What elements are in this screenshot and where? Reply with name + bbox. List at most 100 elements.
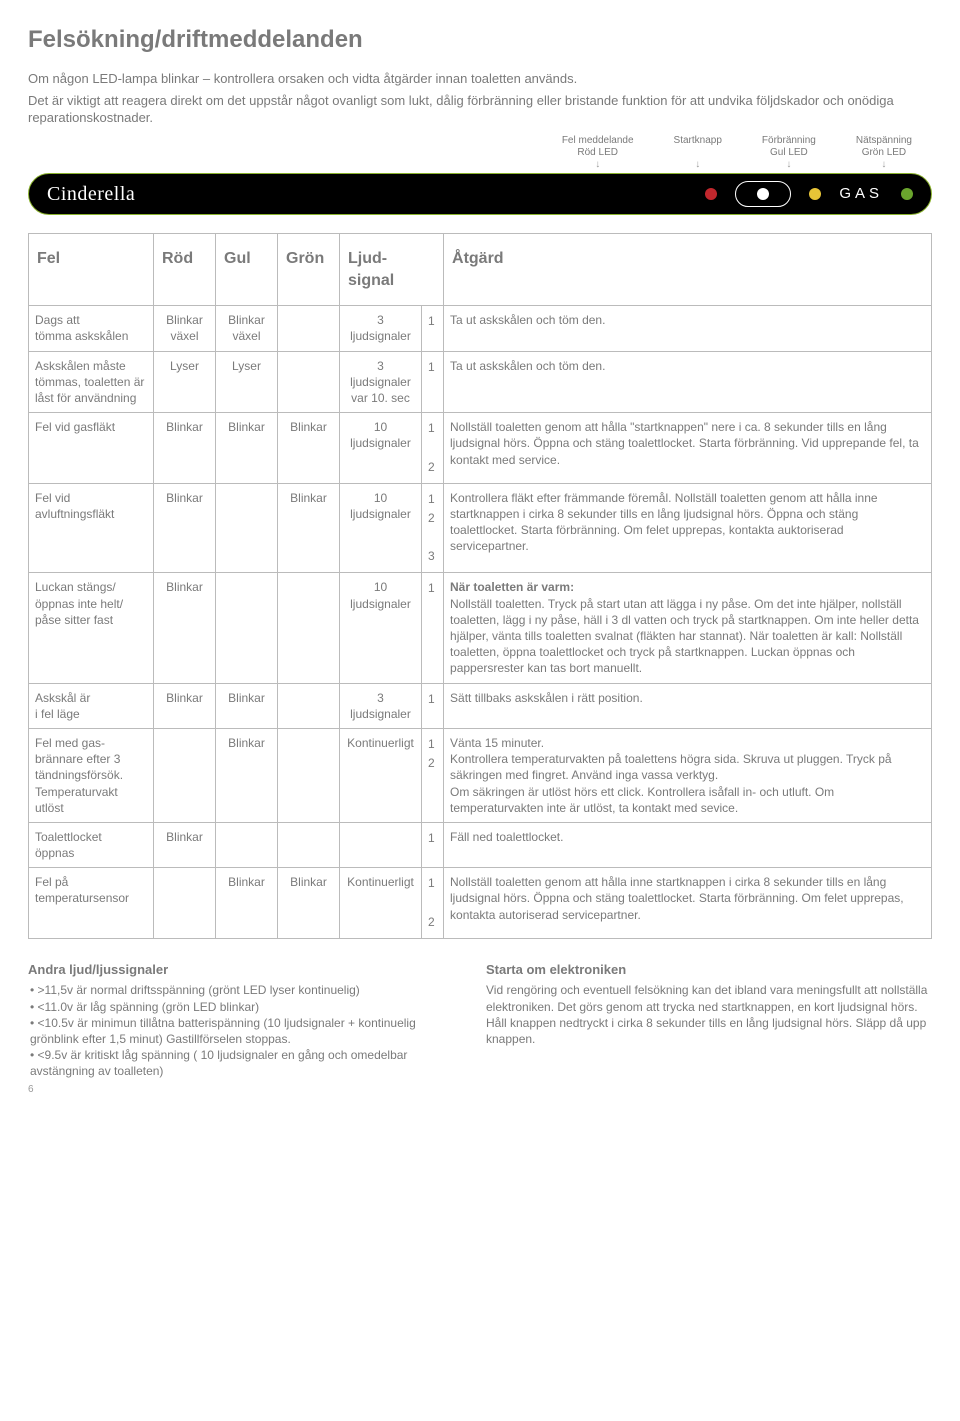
cell-signal: Kontinuerligt: [340, 728, 422, 822]
th-fel: Fel: [29, 234, 154, 306]
bullet-4: • <9.5v är kritiskt låg spänning ( 10 lj…: [28, 1047, 458, 1079]
cell-fel: Dags att tömma askskålen: [29, 306, 154, 351]
cell-step-numbers: 1 2: [422, 868, 444, 939]
cell-gron: [278, 683, 340, 728]
diagnostic-table: Fel Röd Gul Grön Ljud- signal Åtgärd Dag…: [28, 233, 932, 939]
table-row: Fel på temperatursensorBlinkarBlinkarKon…: [29, 868, 932, 939]
th-rod: Röd: [154, 234, 216, 306]
cell-action: Sätt tillbaks askskålen i rätt position.: [444, 683, 932, 728]
bullet-3: • <10.5v är minimun tillåtna batterispän…: [28, 1015, 458, 1047]
page-title: Felsökning/driftmeddelanden: [28, 24, 932, 56]
cell-action: Nollställ toaletten genom att hålla "sta…: [444, 413, 932, 484]
table-row: Dags att tömma askskålenBlinkar växelBli…: [29, 306, 932, 351]
cell-gul: Blinkar: [216, 868, 278, 939]
cell-step-numbers: 1: [422, 306, 444, 351]
cell-gron: [278, 822, 340, 867]
cell-rod: Blinkar: [154, 573, 216, 683]
cell-rod: Blinkar: [154, 413, 216, 484]
legend-grn-2: Grön LED: [862, 147, 906, 158]
restart-body: Vid rengöring och eventuell felsökning k…: [486, 982, 932, 1047]
cell-gron: [278, 728, 340, 822]
table-row: Askskålen måste tömmas, toaletten är lås…: [29, 351, 932, 413]
cell-action: Vänta 15 minuter. Kontrollera temperatur…: [444, 728, 932, 822]
cell-rod: Lyser: [154, 351, 216, 413]
cell-rod: Blinkar: [154, 683, 216, 728]
th-atgard: Åtgärd: [444, 234, 932, 306]
cell-gul: Blinkar: [216, 413, 278, 484]
other-signals-title: Andra ljud/ljussignaler: [28, 961, 458, 979]
cell-fel: Fel på temperatursensor: [29, 868, 154, 939]
cell-rod: Blinkar: [154, 483, 216, 573]
intro-paragraph-1: Om någon LED-lampa blinkar – kontrollera…: [28, 70, 908, 88]
cell-gron: [278, 351, 340, 413]
cell-gul: Blinkar: [216, 683, 278, 728]
bullet-1: • >11,5v är normal driftsspänning (grönt…: [28, 982, 458, 998]
cell-signal: 10 ljudsignaler: [340, 573, 422, 683]
cell-action: Fäll ned toalettlocket.: [444, 822, 932, 867]
cell-gron: Blinkar: [278, 868, 340, 939]
cell-rod: Blinkar växel: [154, 306, 216, 351]
cell-action: Ta ut askskålen och töm den.: [444, 351, 932, 413]
cell-gul: Lyser: [216, 351, 278, 413]
cell-step-numbers: 1: [422, 573, 444, 683]
cell-signal: 10 ljudsignaler: [340, 483, 422, 573]
cell-gron: Blinkar: [278, 483, 340, 573]
bullet-2: • <11.0v är låg spänning (grön LED blink…: [28, 999, 458, 1015]
cell-gron: [278, 306, 340, 351]
table-row: Toalettlocket öppnasBlinkar1Fäll ned toa…: [29, 822, 932, 867]
cell-step-numbers: 1 2 3: [422, 483, 444, 573]
legend-red-2: Röd LED: [577, 147, 618, 158]
cell-gul: [216, 573, 278, 683]
cell-fel: Fel vid gasfläkt: [29, 413, 154, 484]
cell-gul: Blinkar växel: [216, 306, 278, 351]
bottom-section: Andra ljud/ljussignaler • >11,5v är norm…: [28, 961, 932, 1096]
cell-fel: Askskålen måste tömmas, toaletten är lås…: [29, 351, 154, 413]
cell-action: Nollställ toaletten genom att hålla inne…: [444, 868, 932, 939]
cell-signal: 3 ljudsignaler: [340, 683, 422, 728]
cell-fel: Toalettlocket öppnas: [29, 822, 154, 867]
table-row: Askskål är i fel lägeBlinkarBlinkar3 lju…: [29, 683, 932, 728]
cell-step-numbers: 1 2: [422, 413, 444, 484]
cell-action: Kontrollera fläkt efter främmande föremå…: [444, 483, 932, 573]
start-button-icon: [735, 181, 791, 207]
cell-rod: [154, 868, 216, 939]
legend-start: Startknapp: [674, 135, 722, 146]
page-number: 6: [28, 1084, 34, 1095]
led-yellow-icon: [809, 188, 821, 200]
cell-step-numbers: 1 2: [422, 728, 444, 822]
legend-yel-1: Förbränning: [762, 135, 816, 146]
cell-action: När toaletten är varm:Nollställ toalette…: [444, 573, 932, 683]
led-green-icon: [901, 188, 913, 200]
cell-fel: Fel vid avluftningsfläkt: [29, 483, 154, 573]
cell-step-numbers: 1: [422, 683, 444, 728]
table-row: Fel vid gasfläktBlinkarBlinkarBlinkar10 …: [29, 413, 932, 484]
cell-signal: 3 ljudsignaler var 10. sec: [340, 351, 422, 413]
th-signal: Ljud- signal: [340, 234, 444, 306]
cell-signal: [340, 822, 422, 867]
cell-signal: 10 ljudsignaler: [340, 413, 422, 484]
cell-rod: Blinkar: [154, 822, 216, 867]
table-row: Fel vid avluftningsfläktBlinkarBlinkar10…: [29, 483, 932, 573]
cell-fel: Askskål är i fel läge: [29, 683, 154, 728]
restart-title: Starta om elektroniken: [486, 961, 932, 979]
panel-gas-label: GAS: [839, 184, 883, 204]
cell-gul: [216, 822, 278, 867]
cell-fel: Luckan stängs/ öppnas inte helt/ påse si…: [29, 573, 154, 683]
legend-red-1: Fel meddelande: [562, 135, 634, 146]
cell-signal: 3 ljudsignaler: [340, 306, 422, 351]
cell-gul: [216, 483, 278, 573]
cell-gul: Blinkar: [216, 728, 278, 822]
table-row: Fel med gas- brännare efter 3 tändningsf…: [29, 728, 932, 822]
th-gul: Gul: [216, 234, 278, 306]
table-header-row: Fel Röd Gul Grön Ljud- signal Åtgärd: [29, 234, 932, 306]
led-red-icon: [705, 188, 717, 200]
cell-fel: Fel med gas- brännare efter 3 tändningsf…: [29, 728, 154, 822]
cell-rod: [154, 728, 216, 822]
intro-paragraph-2: Det är viktigt att reagera direkt om det…: [28, 92, 908, 127]
cell-signal: Kontinuerligt: [340, 868, 422, 939]
cell-gron: Blinkar: [278, 413, 340, 484]
cell-gron: [278, 573, 340, 683]
legend-grn-1: Nätspänning: [856, 135, 912, 146]
panel-brand: Cinderella: [47, 181, 135, 208]
table-row: Luckan stängs/ öppnas inte helt/ påse si…: [29, 573, 932, 683]
